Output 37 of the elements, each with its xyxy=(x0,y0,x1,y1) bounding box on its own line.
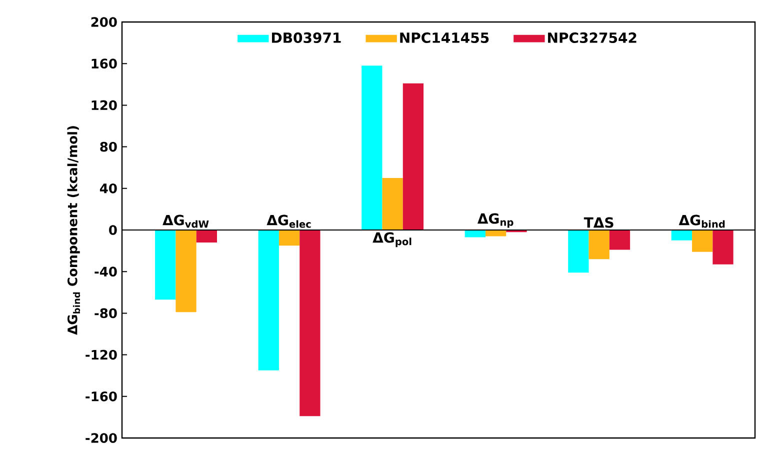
y-tick-label: 200 xyxy=(91,17,117,27)
bar xyxy=(258,230,279,370)
x-tick-label: ΔG$_{bind}$ xyxy=(678,214,725,228)
y-tick-label: -120 xyxy=(86,350,117,360)
legend-label: NPC141455 xyxy=(400,32,489,44)
legend-label: DB03971 xyxy=(272,32,341,44)
bar xyxy=(362,66,382,230)
y-tick-label: -40 xyxy=(94,266,117,277)
bar xyxy=(609,230,630,250)
bar xyxy=(692,230,713,252)
bar xyxy=(300,230,320,416)
y-tick-label: -80 xyxy=(94,308,117,318)
bar xyxy=(588,230,610,260)
y-tick-label: -160 xyxy=(86,391,117,402)
bar xyxy=(671,230,692,240)
y-tick-label: -200 xyxy=(86,433,117,443)
x-tick-label: ΔG$_{pol}$ xyxy=(372,232,412,248)
bar xyxy=(176,230,196,312)
bar xyxy=(402,83,424,230)
bar xyxy=(155,230,176,300)
bar xyxy=(712,230,734,264)
x-tick-label: ΔG$_{elec}$ xyxy=(266,214,311,228)
y-tick-label: 40 xyxy=(100,183,117,194)
y-axis-title: ΔG$_{bind}$ Component (kcal/mol) xyxy=(67,126,80,335)
y-tick-label: 0 xyxy=(109,225,117,235)
bar xyxy=(568,230,589,273)
bar xyxy=(382,178,403,230)
y-tick-label: 80 xyxy=(100,142,117,152)
x-tick-label: ΔG$_{vdW}$ xyxy=(162,214,209,228)
x-tick-label: TΔS xyxy=(584,217,614,228)
legend-label: NPC327542 xyxy=(548,32,636,44)
x-tick-label: ΔG$_{np}$ xyxy=(477,213,514,228)
y-tick-label: 160 xyxy=(92,58,117,69)
y-tick-label: 120 xyxy=(92,100,117,110)
bar xyxy=(196,230,218,242)
bar xyxy=(278,230,300,246)
bar xyxy=(464,230,486,238)
